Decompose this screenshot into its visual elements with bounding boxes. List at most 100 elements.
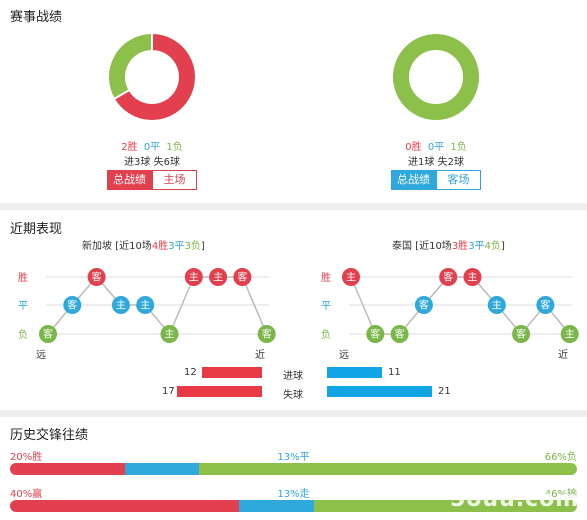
right-losses: 1负 — [450, 142, 467, 153]
left-match-venue: 主 — [189, 272, 199, 284]
left-goals: 进3球 失6球 — [124, 157, 180, 168]
left-near-label: 近 — [255, 350, 265, 361]
left-match-venue: 主 — [116, 300, 126, 312]
right-y-draw: 平 — [321, 301, 331, 312]
left-match-venue: 主 — [140, 300, 150, 312]
right-match-point — [390, 325, 409, 343]
right-goals: 进1球 失2球 — [408, 157, 464, 168]
left-match-point — [209, 268, 228, 286]
right-match-venue: 主 — [346, 272, 356, 284]
left-draws: 0平 — [143, 142, 161, 153]
h2-loss-seg — [313, 500, 577, 512]
right-y-win: 胜 — [321, 273, 331, 284]
right-match-point — [342, 268, 360, 286]
left-donut-win-slice — [114, 34, 195, 120]
left-match-point — [87, 268, 106, 286]
h1-loss-label: 66%负 — [544, 452, 577, 463]
left-far-label: 远 — [36, 350, 46, 361]
right-wins: 0胜 — [405, 142, 422, 153]
right-far-label: 远 — [339, 350, 349, 361]
recent-panel: 近期表现 新加坡 [近10场4胜3平3负] 泰国 [近10场3胜3平4负] 胜 … — [0, 210, 587, 410]
right-match-venue: 主 — [492, 300, 502, 312]
record-panel: 赛事战绩 2胜 0平 1负 进3球 失6球 总战绩 主场 0胜 0平 1负 进1… — [0, 0, 587, 203]
left-donut-slice-divider — [113, 89, 130, 100]
right-match-point — [512, 325, 531, 343]
goals-against-right-bar — [327, 386, 432, 397]
left-match-venue: 客 — [92, 271, 102, 284]
left-match-venue: 客 — [43, 328, 53, 341]
h1-draw-seg — [124, 463, 199, 475]
right-match-point — [439, 268, 458, 286]
right-match-point — [487, 296, 506, 314]
left-match-venue: 主 — [165, 329, 175, 341]
right-tab-away[interactable]: 客场 — [436, 170, 481, 190]
right-match-point — [414, 296, 433, 314]
right-y-loss: 负 — [321, 330, 331, 341]
right-team-summary: 泰国 [近10场3胜3平4负] — [392, 241, 505, 252]
left-y-loss: 负 — [18, 330, 28, 341]
goals-for-label: 进球 — [283, 371, 303, 382]
recent-title: 近期表现 — [10, 222, 63, 237]
left-losses: 1负 — [166, 142, 183, 153]
h1-bar — [10, 463, 577, 475]
goals-for-left-value: 12 — [184, 367, 197, 378]
left-record-donut — [109, 33, 195, 120]
left-match-point — [184, 268, 203, 286]
right-near-label: 近 — [558, 350, 568, 361]
history-title: 历史交锋往绩 — [10, 428, 89, 443]
h1-win-label: 20%胜 — [10, 452, 43, 463]
left-match-venue: 主 — [213, 272, 223, 284]
record-title: 赛事战绩 — [10, 10, 63, 25]
left-team-name: 新加坡 — [82, 241, 112, 252]
goals-for-left-bar — [202, 367, 262, 378]
left-form-line — [47, 275, 268, 336]
h1-loss-seg — [199, 463, 577, 475]
right-donut-loss-slice — [393, 34, 479, 120]
h1-win-seg — [10, 463, 125, 475]
left-match-point — [233, 268, 252, 286]
left-match-venue: 客 — [262, 328, 272, 341]
left-form-chart: 客客客主 主主主主客客 — [39, 268, 276, 343]
right-record-counts: 0胜 0平 1负 — [391, 138, 481, 153]
goals-against-left-value: 17 — [162, 386, 175, 397]
right-match-point — [463, 268, 482, 286]
left-match-point — [63, 296, 82, 314]
left-tab-total[interactable]: 总战绩 — [107, 170, 152, 190]
right-tab-total[interactable]: 总战绩 — [391, 170, 436, 190]
h2-bar — [10, 500, 577, 512]
right-form-line — [350, 276, 571, 336]
left-record-counts: 2胜 0平 1负 — [107, 138, 197, 153]
left-match-point — [136, 296, 155, 314]
right-match-venue: 客 — [419, 299, 429, 312]
left-match-point — [257, 325, 276, 343]
right-team-name: 泰国 — [392, 241, 412, 252]
right-record-donut — [393, 34, 479, 120]
right-match-venue: 客 — [540, 299, 550, 312]
goals-against-left-bar — [177, 386, 262, 397]
right-match-point — [366, 325, 385, 343]
right-match-venue: 主 — [468, 272, 478, 284]
left-team-summary: 新加坡 [近10场4胜3平3负] — [82, 241, 205, 252]
left-y-win: 胜 — [18, 273, 28, 284]
left-match-venue: 客 — [237, 271, 247, 284]
left-match-venue: 客 — [67, 299, 77, 312]
right-match-point — [536, 296, 555, 314]
right-match-point — [560, 325, 579, 343]
h2-draw-seg — [239, 500, 314, 512]
right-match-venue: 客 — [443, 271, 453, 284]
left-match-point — [111, 296, 130, 314]
left-y-draw: 平 — [18, 301, 28, 312]
right-match-venue: 客 — [395, 328, 405, 341]
watermark: 5ouu.com — [450, 487, 580, 512]
h2-loss-label: 46%输 — [544, 489, 577, 500]
left-match-point — [39, 325, 57, 343]
right-match-venue: 主 — [565, 329, 575, 341]
goals-against-label: 失球 — [283, 390, 303, 401]
h2-draw-label: 13%走 — [277, 489, 310, 500]
h2-win-seg — [10, 500, 240, 512]
left-tab-home[interactable]: 主场 — [152, 170, 197, 190]
goals-against-right-value: 21 — [438, 386, 451, 397]
goals-for-right-bar — [327, 367, 382, 378]
left-wins: 2胜 — [121, 142, 138, 153]
